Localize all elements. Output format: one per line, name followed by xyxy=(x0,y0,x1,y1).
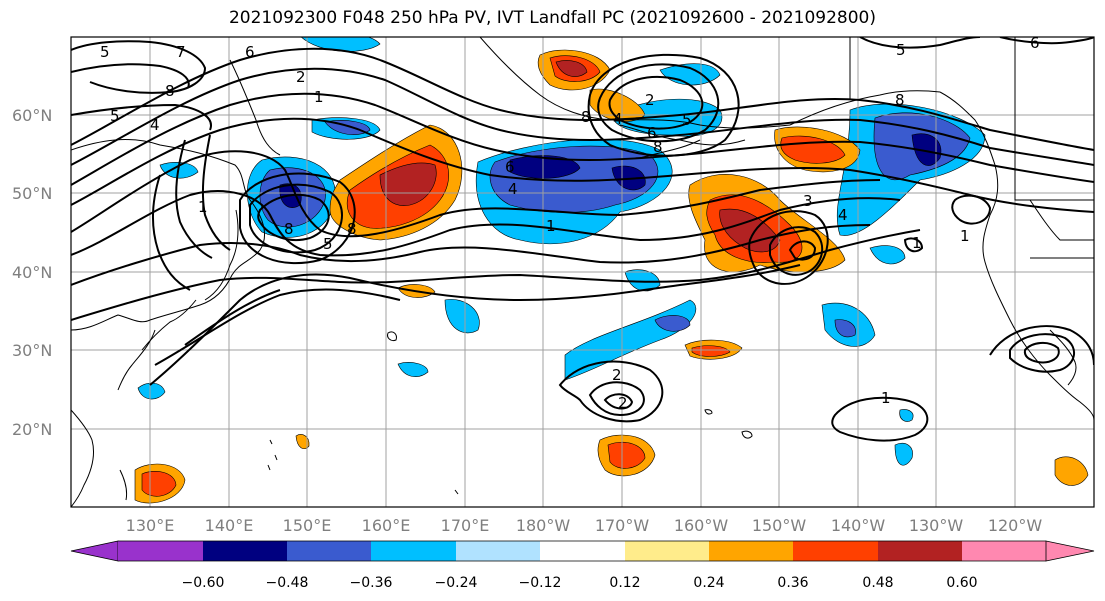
contour-label: 1 xyxy=(546,217,556,235)
contour-label: 4 xyxy=(508,180,518,198)
contour-label: 4 xyxy=(838,206,848,224)
longitude-labels: 130°E 140°E 150°E 160°E 170°E 180°W 170°… xyxy=(126,516,1043,535)
contour-label: 8 xyxy=(653,138,663,156)
graticule xyxy=(71,37,1094,507)
lon-label: 160°W xyxy=(674,516,729,535)
lon-label: 170°W xyxy=(595,516,650,535)
colorbar-tick: 0.60 xyxy=(946,575,977,591)
contour-label: 8 xyxy=(347,220,357,238)
lat-label: 30°N xyxy=(12,341,52,360)
contour-label: 5 xyxy=(323,235,333,253)
colorbar-bin xyxy=(456,541,540,561)
colorbar-tick: 0.48 xyxy=(862,575,893,591)
colorbar-bin xyxy=(118,541,203,561)
contour-label: 2 xyxy=(612,366,622,384)
lon-label: 130°E xyxy=(126,516,175,535)
contour-label: 2 xyxy=(645,91,655,109)
pv-contours xyxy=(71,37,1094,442)
colorbar-bin xyxy=(540,541,625,561)
contour-label: 6 xyxy=(647,124,657,142)
colorbar-tick: −0.24 xyxy=(435,575,478,591)
lon-label: 150°W xyxy=(752,516,807,535)
contour-label: 7 xyxy=(176,43,186,61)
colorbar-tick: 0.36 xyxy=(777,575,808,591)
contour-label: 8 xyxy=(284,220,294,238)
colorbar-bin xyxy=(793,541,878,561)
lon-label: 150°E xyxy=(283,516,332,535)
contour-label: 6 xyxy=(1030,34,1040,52)
contour-label: 5 xyxy=(682,111,692,129)
colorbar-tick: −0.36 xyxy=(350,575,393,591)
contour-label: 2 xyxy=(618,394,628,412)
colorbar: −0.60 −0.48 −0.36 −0.24 −0.12 0.12 0.24 … xyxy=(70,540,1095,591)
contour-label: 5 xyxy=(110,107,120,125)
colorbar-tick: 0.24 xyxy=(693,575,724,591)
contour-label: 4 xyxy=(150,116,160,134)
lon-label: 180°W xyxy=(516,516,571,535)
contour-label: 5 xyxy=(100,43,110,61)
contour-label: 5 xyxy=(896,41,906,59)
colorbar-tick: −0.12 xyxy=(519,575,562,591)
colorbar-bin xyxy=(709,541,793,561)
lat-label: 20°N xyxy=(12,420,52,439)
contour-label: 1 xyxy=(960,227,970,245)
colorbar-bin xyxy=(371,541,456,561)
lon-label: 130°W xyxy=(909,516,964,535)
lon-label: 170°E xyxy=(441,516,490,535)
colorbar-bin xyxy=(203,541,287,561)
contour-label: 8 xyxy=(581,108,591,126)
lon-label: 140°W xyxy=(831,516,886,535)
lat-label: 60°N xyxy=(12,106,52,125)
colorbar-extend-high xyxy=(1045,540,1095,562)
contour-label: 4 xyxy=(613,110,623,128)
contour-label: 1 xyxy=(912,234,922,252)
colorbar-bin xyxy=(625,541,709,561)
lon-label: 140°E xyxy=(205,516,254,535)
contour-label: 8 xyxy=(165,82,175,100)
colorbar-bin xyxy=(962,541,1046,561)
colorbar-tick: −0.60 xyxy=(182,575,225,591)
contour-label: 3 xyxy=(803,192,813,210)
contour-label: 6 xyxy=(245,43,255,61)
colorbar-tick: −0.48 xyxy=(266,575,309,591)
lon-label: 120°W xyxy=(988,516,1043,535)
contour-label: 1 xyxy=(314,88,324,106)
colorbar-tick: 0.12 xyxy=(609,575,640,591)
contour-label: 6 xyxy=(505,158,515,176)
map-border xyxy=(70,36,1095,508)
contour-labels: 5 7 6 8 5 4 2 1 1 8 5 8 6 4 1 8 4 2 6 8 … xyxy=(100,34,1040,412)
colorbar-bin xyxy=(878,541,962,561)
contour-label: 1 xyxy=(198,198,208,216)
lat-label: 50°N xyxy=(12,184,52,203)
lon-label: 160°E xyxy=(362,516,411,535)
contour-label: 8 xyxy=(895,91,905,109)
contour-label: 2 xyxy=(296,68,306,86)
lat-label: 40°N xyxy=(12,263,52,282)
contour-label: 1 xyxy=(881,389,891,407)
colorbar-extend-low xyxy=(70,540,119,562)
latitude-labels: 60°N 50°N 40°N 30°N 20°N xyxy=(12,106,52,439)
colorbar-bin xyxy=(287,541,371,561)
map-title: 2021092300 F048 250 hPa PV, IVT Landfall… xyxy=(228,8,876,28)
